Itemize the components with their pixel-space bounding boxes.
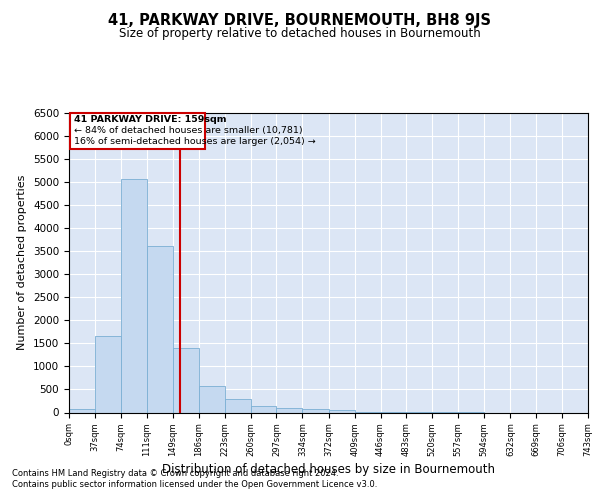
Text: Contains public sector information licensed under the Open Government Licence v3: Contains public sector information licen…: [12, 480, 377, 489]
Bar: [199, 386, 225, 412]
Text: ← 84% of detached houses are smaller (10,781): ← 84% of detached houses are smaller (10…: [74, 126, 302, 135]
Bar: [121, 180, 146, 412]
Text: Contains HM Land Registry data © Crown copyright and database right 2024.: Contains HM Land Registry data © Crown c…: [12, 468, 338, 477]
Bar: [95, 336, 121, 412]
Text: 16% of semi-detached houses are larger (2,054) →: 16% of semi-detached houses are larger (…: [74, 136, 316, 145]
Bar: [225, 399, 251, 412]
Bar: [329, 410, 355, 412]
Text: Size of property relative to detached houses in Bournemouth: Size of property relative to detached ho…: [119, 28, 481, 40]
Text: 41, PARKWAY DRIVE, BOURNEMOUTH, BH8 9JS: 41, PARKWAY DRIVE, BOURNEMOUTH, BH8 9JS: [109, 12, 491, 28]
Text: 41 PARKWAY DRIVE: 159sqm: 41 PARKWAY DRIVE: 159sqm: [74, 116, 226, 124]
Bar: [251, 406, 277, 412]
X-axis label: Distribution of detached houses by size in Bournemouth: Distribution of detached houses by size …: [162, 463, 495, 476]
Bar: [173, 348, 199, 412]
Bar: [277, 408, 302, 412]
FancyBboxPatch shape: [70, 113, 205, 150]
Bar: [302, 410, 329, 412]
Bar: [146, 246, 173, 412]
Y-axis label: Number of detached properties: Number of detached properties: [17, 175, 28, 350]
Bar: [69, 409, 95, 412]
